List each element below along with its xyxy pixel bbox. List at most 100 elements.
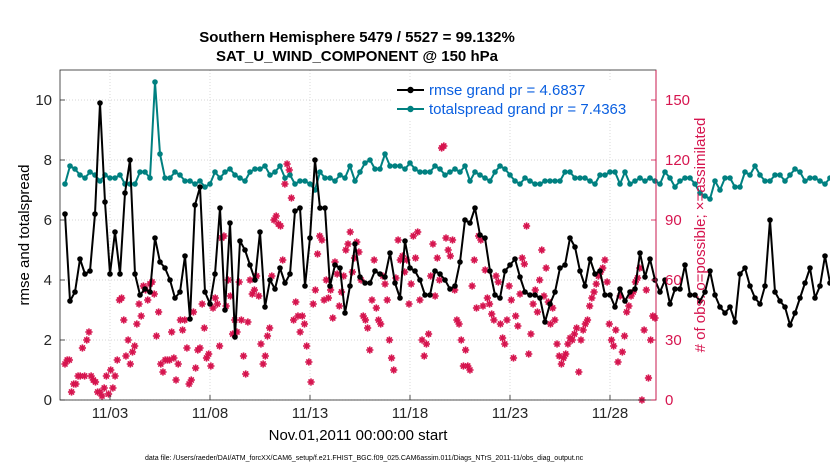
totalspread-point <box>237 175 243 181</box>
obs-point <box>509 354 518 362</box>
obs-point <box>433 254 441 262</box>
rmse-point <box>527 292 533 298</box>
rmse-point <box>232 334 238 340</box>
rmse-point <box>792 310 798 316</box>
obs-point <box>279 256 287 264</box>
totalspread-point <box>142 169 148 175</box>
totalspread-point <box>827 175 830 181</box>
obs-point <box>335 302 343 310</box>
obs-point <box>538 246 546 254</box>
totalspread-point <box>812 175 818 181</box>
totalspread-point <box>297 178 303 184</box>
rmse-point <box>702 289 708 295</box>
obs-point <box>551 316 559 324</box>
rmse-point <box>817 283 823 289</box>
totalspread-point <box>347 163 353 169</box>
obs-point <box>268 272 276 280</box>
totalspread-point <box>732 184 738 190</box>
totalspread-point <box>207 181 213 187</box>
obs-point <box>244 318 252 326</box>
totalspread-point <box>152 79 158 85</box>
rmse-point <box>732 319 738 325</box>
rmse-point <box>707 268 713 274</box>
totalspread-point <box>462 163 468 169</box>
obs-point <box>514 322 522 330</box>
totalspread-point <box>792 166 798 172</box>
obs-point <box>276 222 285 230</box>
rmse-point <box>522 289 528 295</box>
obs-point <box>590 288 598 296</box>
totalspread-point <box>727 175 733 181</box>
obs-point <box>118 294 126 302</box>
obs-point <box>533 308 542 316</box>
y-axis-left-label: rmse and totalspread <box>16 165 33 306</box>
rmse-point <box>697 298 703 304</box>
obs-point <box>100 384 108 392</box>
totalspread-point <box>822 181 828 187</box>
obs-point <box>570 330 579 338</box>
rmse-point <box>452 283 458 289</box>
y-right-tick-label: 30 <box>665 332 682 349</box>
rmse-point <box>672 286 678 292</box>
obs-point <box>575 368 583 376</box>
obs-point <box>583 316 592 324</box>
totalspread-point <box>577 175 583 181</box>
obs-point <box>501 340 509 348</box>
rmse-point <box>717 304 723 310</box>
rmse-point <box>97 100 103 106</box>
obs-point <box>196 344 204 352</box>
obs-point <box>67 388 76 396</box>
totalspread-point <box>407 160 413 166</box>
totalspread-point <box>697 190 703 196</box>
totalspread-point <box>712 178 718 184</box>
obs-point <box>483 294 491 302</box>
totalspread-point <box>402 166 408 172</box>
obs-point <box>200 324 208 332</box>
obs-point <box>364 324 372 332</box>
obs-point <box>159 368 167 376</box>
rmse-point <box>467 220 473 226</box>
data-file-footnote: data file: /Users/raeder/DAI/ATM_forcXX/… <box>145 455 584 462</box>
totalspread-point <box>432 163 438 169</box>
obs-point <box>472 304 481 312</box>
obs-point <box>111 372 119 380</box>
rmse-point <box>472 205 478 211</box>
x-axis: 11/03 11/08 11/13 11/18 11/23 11/28 <box>92 395 628 422</box>
obs-point <box>287 194 296 202</box>
obs-point <box>642 286 650 294</box>
rmse-point <box>617 286 623 292</box>
obs-point <box>579 326 587 334</box>
totalspread-point <box>307 181 313 187</box>
y-axis-left: 0 2 4 6 8 10 <box>35 92 65 409</box>
rmse-point <box>772 289 778 295</box>
rmse-point <box>722 310 728 316</box>
obs-point <box>83 336 91 344</box>
obs-point <box>588 294 596 302</box>
obs-point <box>644 374 653 382</box>
totalspread-point <box>357 169 363 175</box>
rmse-point <box>492 292 498 298</box>
totalspread-point <box>197 178 203 184</box>
rmse-point <box>122 190 128 196</box>
totalspread-point <box>682 175 688 181</box>
obs-point <box>479 302 487 310</box>
totalspread-point <box>442 172 448 178</box>
obs-point <box>568 336 576 344</box>
rmse-point <box>282 280 288 286</box>
rmse-point <box>242 247 248 253</box>
obs-point <box>440 142 448 150</box>
obs-point <box>520 260 528 268</box>
totalspread-point <box>692 181 698 187</box>
obs-point <box>461 346 470 354</box>
obs-point <box>573 324 581 332</box>
totalspread-point <box>607 169 613 175</box>
totalspread-point <box>177 172 183 178</box>
x-tick-label: 11/28 <box>592 405 628 422</box>
obs-point <box>455 320 463 328</box>
totalspread-point <box>617 181 623 187</box>
obs-point <box>610 342 618 350</box>
totalspread-point <box>662 169 668 175</box>
obs-point <box>542 264 550 272</box>
obs-point <box>303 342 311 350</box>
